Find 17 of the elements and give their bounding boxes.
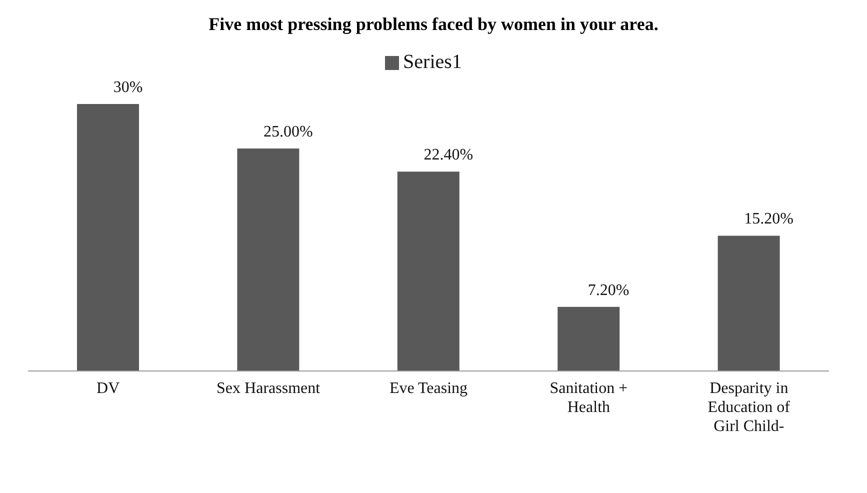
data-label: 15.20%	[744, 210, 794, 228]
data-label: 25.00%	[264, 124, 313, 140]
x-tick-label: Sex Harassment	[216, 380, 321, 397]
x-tick-label: DV	[96, 380, 120, 397]
legend-label: Series1	[403, 51, 462, 73]
bar	[237, 148, 300, 371]
bar	[718, 236, 780, 371]
x-tick-label: Sanitation + Health	[550, 380, 628, 416]
data-label: 30%	[113, 79, 143, 96]
bar	[397, 172, 460, 371]
bar	[77, 104, 139, 371]
bar	[558, 306, 620, 371]
data-label: 7.20%	[588, 282, 630, 299]
x-tick-label: Desparity in Education of Girl Child-	[708, 380, 791, 435]
chart-title: Five most pressing problems faced by women in your area.	[208, 14, 660, 35]
x-tick-label: Eve Teasing	[389, 380, 468, 397]
data-label: 22.40%	[424, 146, 474, 164]
